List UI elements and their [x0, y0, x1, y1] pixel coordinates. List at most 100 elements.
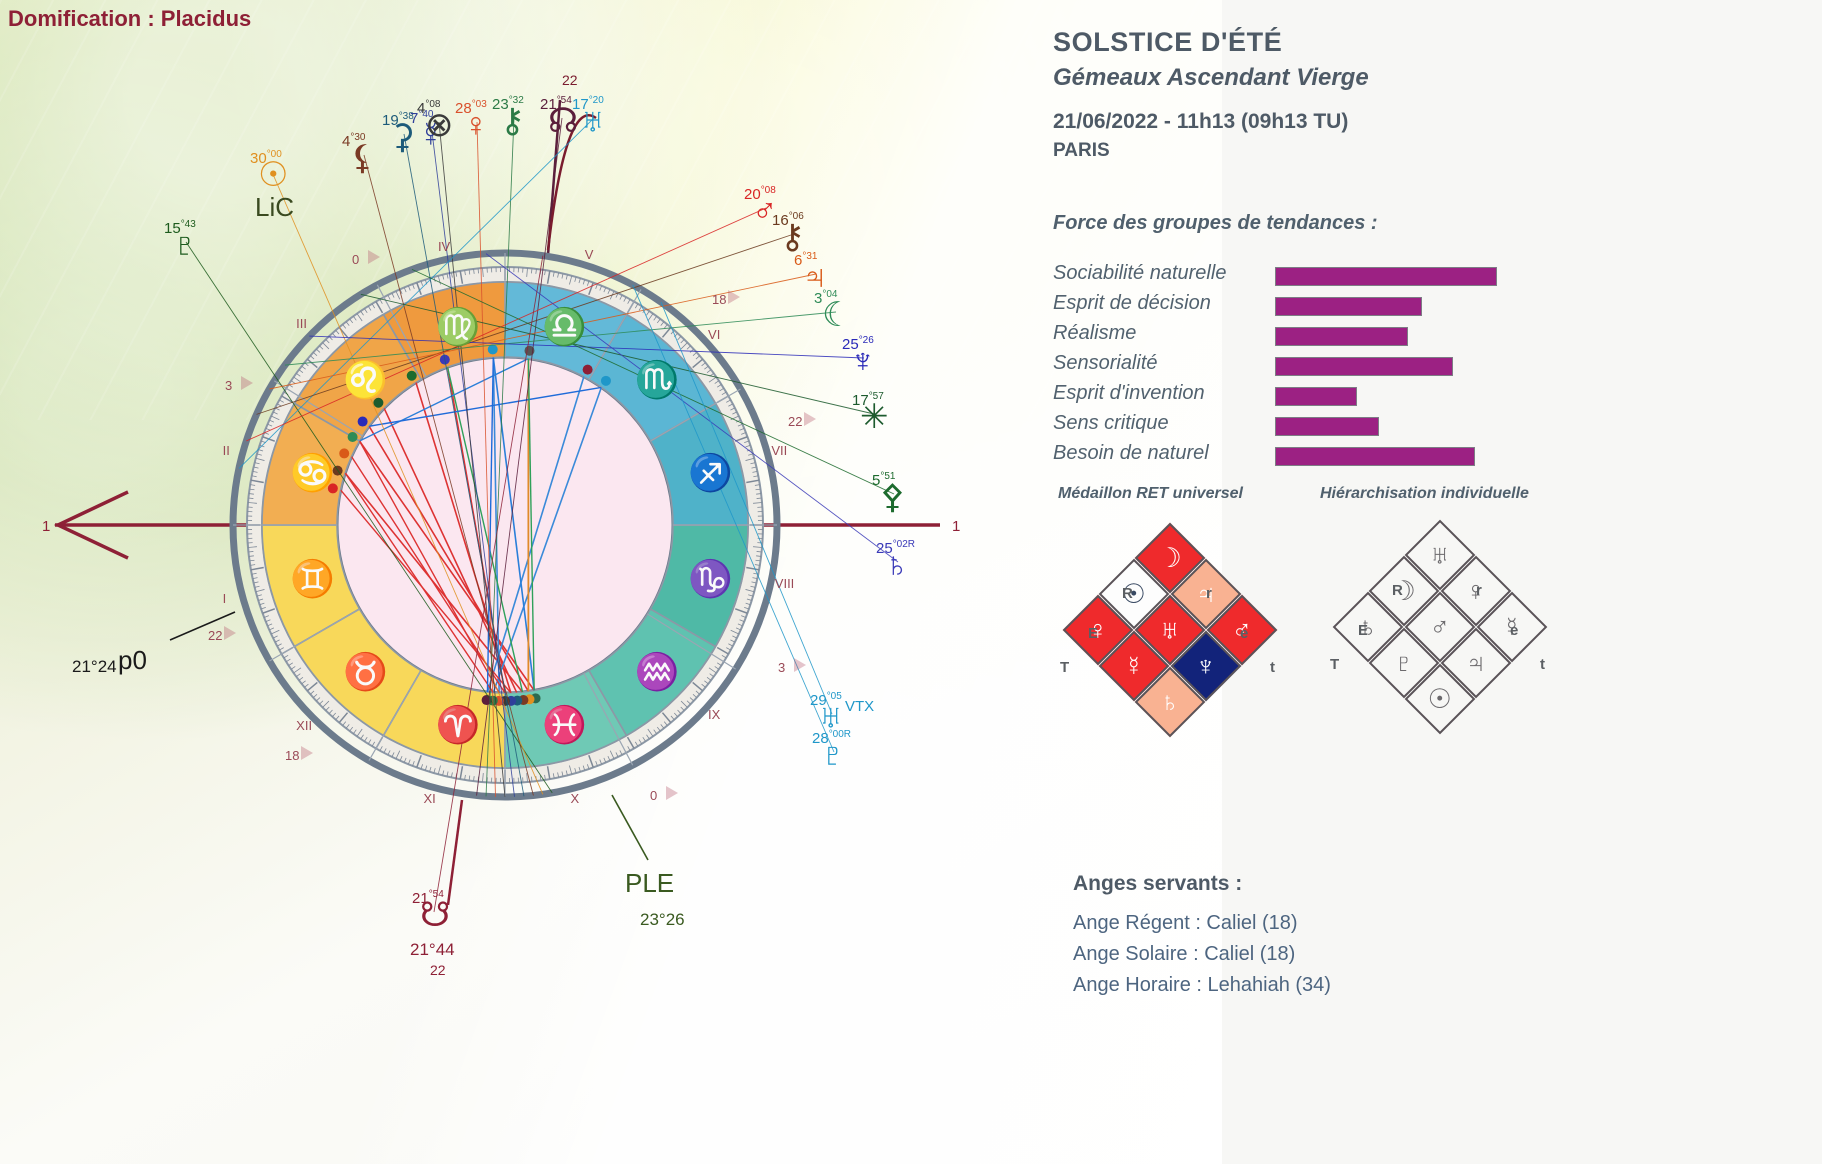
saturn-icon: ♄ [1159, 686, 1181, 717]
ple-label: PLE [625, 868, 675, 898]
tendency-label: Réalisme [1053, 322, 1137, 344]
tendencies-title: Force des groupes de tendances : [1053, 212, 1378, 234]
ret-axis-label-R: R [1122, 585, 1133, 602]
p0-label: p0 [118, 645, 147, 675]
background-artwork [0, 0, 1222, 1164]
house-numeral-XI: XI [423, 791, 436, 807]
house-marker-triangle-icon [224, 626, 236, 640]
sun-icon: ☉ [1427, 683, 1453, 714]
moon-icon: ☽ [1157, 542, 1183, 573]
zodiac-sign-4: ♒ [634, 650, 680, 692]
saturn-degree: 25°02R [876, 539, 916, 557]
zodiac-sign-10: ♌ [343, 359, 389, 401]
uranus-icon: ♅ [580, 102, 606, 140]
marker-18-left: 18 [285, 748, 300, 763]
house-numeral-I: I [222, 590, 227, 606]
pluto-degree: 15°43 [164, 219, 196, 237]
zodiac-sign-2: ♈ [435, 703, 481, 745]
angels-title: Anges servants : [1073, 872, 1243, 895]
zodiac-sign-0: ♊ [290, 558, 335, 600]
mercury-icon: ☿ [418, 116, 444, 154]
chiron-b-degree: 23°32 [492, 95, 524, 113]
tendency-row: Esprit d'invention [1053, 382, 1573, 412]
hierarchy-title: Hiérarchisation individuelle [1320, 485, 1529, 502]
tendency-row: Besoin de naturel [1053, 442, 1573, 472]
zodiac-sign-1: ♉ [343, 650, 389, 692]
tendency-bar [1275, 417, 1380, 436]
neptune-degree: 25°26 [842, 335, 874, 353]
saturn-icon: ♄ [884, 546, 910, 584]
pluto-b-degree: 28°00R [812, 729, 852, 747]
mars-icon: ♂ [752, 192, 778, 230]
house-marker-triangle-icon [666, 786, 678, 800]
house-numeral-XII: XII [296, 717, 313, 733]
tendency-label: Sens critique [1053, 412, 1169, 434]
vesta-degree: 17°57 [852, 391, 884, 409]
tendency-row: Esprit de décision [1053, 292, 1573, 322]
tendency-bar [1275, 357, 1453, 376]
ret-axis-label-r: r [1206, 585, 1212, 602]
house-marker-triangle-icon [241, 376, 253, 390]
moon-degree: 3°04 [814, 289, 838, 307]
house-numeral-IV: IV [437, 239, 451, 255]
ceres-icon: ⚳ [390, 118, 415, 156]
jupiter-degree: 6°31 [794, 251, 818, 269]
sun-icon: ☉ [258, 156, 289, 194]
zodiac-sign-5: ♑ [687, 558, 733, 600]
tendency-bar [1275, 297, 1422, 316]
marker-0-left: 0 [352, 252, 360, 267]
vertex-degree: 29°05 [810, 691, 842, 709]
moon-icon: ☾ [822, 296, 853, 334]
venus-degree: 28°03 [455, 99, 487, 117]
house-marker-triangle-icon [728, 290, 740, 304]
pluto-b-icon: ♇ [820, 736, 846, 774]
tendency-label: Sensorialité [1053, 352, 1158, 374]
jupiter-icon: ♃ [1465, 647, 1487, 678]
node-degree: 4°08 [417, 99, 441, 117]
uranus-icon: ♅ [1429, 539, 1451, 570]
ret-axis-label-T: T [1330, 656, 1340, 673]
marker-22-right: 22 [788, 414, 803, 429]
house-marker-triangle-icon [804, 412, 816, 426]
lic-label: LiC [255, 192, 295, 222]
ret-axis-label-r: r [1476, 582, 1482, 599]
uranus-icon: ♅ [1159, 614, 1181, 645]
page-subtitle: Gémeaux Ascendant Vierge [1053, 64, 1369, 91]
medallion-title: Médaillon RET universel [1058, 485, 1243, 502]
house-numeral-V: V [584, 246, 594, 262]
marker-0-bottom: 0 [650, 788, 658, 803]
chiron-degree: 16°06 [772, 211, 804, 229]
lilith-icon: ⚸ [350, 139, 375, 177]
pallas-icon: ⚴ [880, 478, 905, 516]
uranus-degree: 17°20 [572, 95, 604, 113]
vertex-icon: ♅ [818, 698, 844, 736]
chiron-b-icon: ⚷ [500, 102, 525, 140]
pluto-icon: ♇ [1393, 647, 1415, 678]
tendencies-bar-chart: Sociabilité naturelle Esprit de décision R… [1053, 262, 1573, 472]
tendency-row: Sociabilité naturelle [1053, 262, 1573, 292]
top-num-22: 22 [562, 72, 578, 88]
house-numeral-VII: VII [771, 443, 788, 459]
marker-22-left: 22 [208, 628, 223, 643]
chart-city: PARIS [1053, 140, 1110, 161]
chart-datetime: 21/06/2022 - 11h13 (09h13 TU) [1053, 110, 1349, 133]
mars-icon: ♂ [1429, 611, 1451, 642]
sn-deg: 21°44 [410, 940, 455, 959]
background-streaks [0, 0, 1222, 420]
domification-label: Domification : Placidus [8, 6, 252, 31]
ceres-degree: 19°38 [382, 111, 414, 129]
tendency-label: Esprit de décision [1053, 292, 1211, 314]
ret-axis-label-e: e [1240, 625, 1249, 642]
marker-3-left: 3 [225, 378, 233, 393]
pluto-icon: ♇ [172, 226, 198, 264]
ple-deg: 23°26 [640, 910, 685, 929]
tendency-row: Sensorialité [1053, 352, 1573, 382]
house-marker-triangle-icon [368, 250, 380, 264]
tendency-bar [1275, 447, 1475, 466]
mars-degree: 20°08 [744, 185, 776, 203]
ret-axis-label-E: E [1088, 625, 1099, 642]
mercury-icon: ☿ [1123, 650, 1145, 681]
zodiac-sign-8: ♎ [542, 306, 588, 348]
angel-item: Ange Régent : Caliel (18) [1073, 912, 1298, 934]
sun-degree: 30°00 [250, 149, 282, 167]
